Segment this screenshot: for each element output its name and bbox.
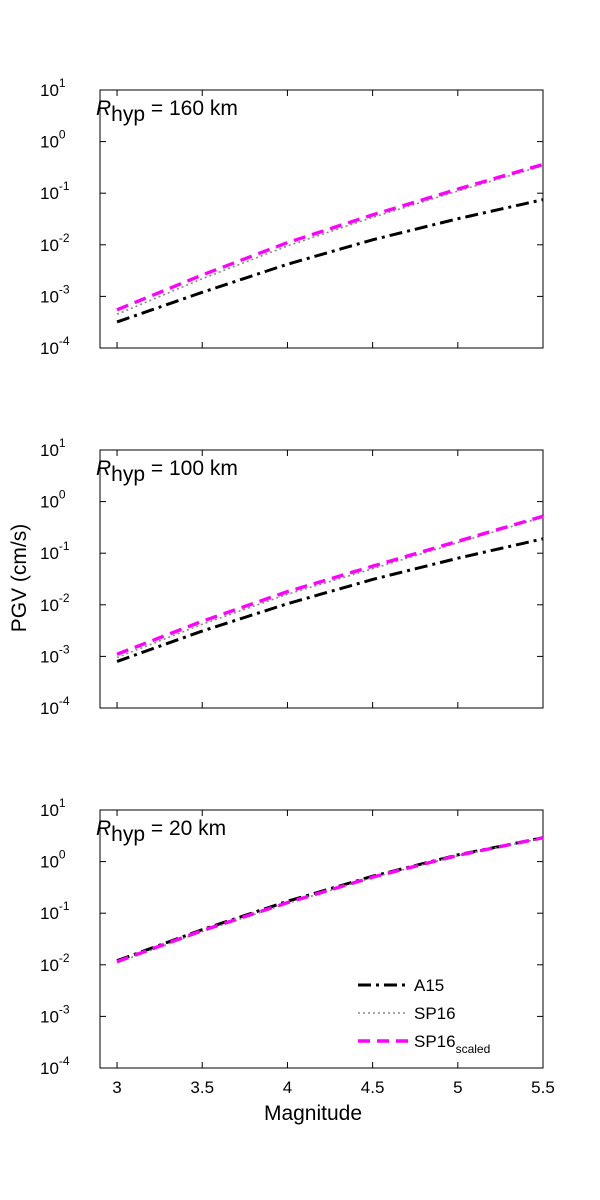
legend-label: A15 [414, 976, 444, 995]
y-axis-label: PGV (cm/s) [8, 524, 31, 633]
y-tick-label-exp: -2 [59, 951, 70, 965]
plot-frame [99, 89, 544, 349]
y-tick-label-base: 10 [40, 287, 59, 306]
panel-title-var: R [96, 817, 111, 840]
series-line-sp16 [116, 165, 544, 316]
legend-label-main: SP16 [414, 1032, 456, 1051]
x-tick-label: 5.5 [531, 1078, 555, 1097]
legend-label-main: A15 [414, 976, 444, 995]
y-tick-label-base: 10 [40, 133, 59, 152]
y-tick-label: 10-3 [40, 282, 70, 306]
y-tick-label-exp: 1 [59, 796, 66, 810]
panel-title-rest: = 20 km [145, 817, 226, 840]
y-tick-label-base: 10 [40, 647, 59, 666]
panel-title-sub: hyp [111, 463, 145, 486]
series-line-sp16 [116, 516, 544, 659]
panel-title: Rhyp = 100 km [96, 457, 238, 486]
series-line-a15 [116, 198, 544, 324]
panel-title-rest: = 160 km [145, 97, 238, 120]
y-tick-label: 100 [40, 488, 66, 512]
y-tick-label-base: 10 [40, 853, 59, 872]
y-tick-label-base: 10 [40, 544, 59, 563]
y-tick-label-base: 10 [40, 904, 59, 923]
y-tick-label-base: 10 [40, 339, 59, 358]
series-line-a15 [116, 836, 544, 963]
series-line-a15 [116, 537, 544, 663]
y-tick-label-base: 10 [40, 1007, 59, 1026]
plot-frame [99, 449, 544, 709]
x-tick-label: 4.5 [361, 1078, 385, 1097]
legend-label-sub: scaled [456, 1042, 491, 1056]
panel-title-rest: = 100 km [145, 457, 238, 480]
y-tick-label-exp: -3 [59, 282, 70, 296]
x-tick-label: 3 [112, 1078, 121, 1097]
y-tick-label-exp: 1 [59, 76, 66, 90]
y-tick-label-exp: -4 [59, 1054, 70, 1068]
x-tick-label: 5 [453, 1078, 462, 1097]
y-tick-label-base: 10 [40, 81, 59, 100]
x-axis-label: Magnitude [264, 1102, 362, 1125]
y-tick-label-exp: -1 [59, 539, 70, 553]
panel-title: Rhyp = 20 km [96, 817, 226, 846]
panel-title-var: R [96, 457, 111, 480]
y-tick-label-exp: -2 [59, 591, 70, 605]
y-tick-label-base: 10 [40, 236, 59, 255]
y-tick-label: 10-2 [40, 951, 70, 975]
y-tick-label-exp: 0 [59, 848, 66, 862]
y-tick-label-base: 10 [40, 801, 59, 820]
y-tick-label-base: 10 [40, 699, 59, 718]
y-tick-label-exp: 0 [59, 128, 66, 142]
series-line-sp16 [116, 837, 544, 964]
y-tick-label: 10-2 [40, 591, 70, 615]
y-tick-label: 10-4 [40, 334, 70, 358]
y-tick-label: 10-3 [40, 1002, 70, 1026]
y-tick-label-exp: -3 [59, 1002, 70, 1016]
y-tick-label: 10-1 [40, 899, 70, 923]
y-tick-label-exp: 0 [59, 488, 66, 502]
y-tick-label: 100 [40, 128, 66, 152]
y-tick-label-exp: -2 [59, 231, 70, 245]
y-tick-label-exp: -1 [59, 179, 70, 193]
y-tick-label: 10-2 [40, 231, 70, 255]
y-tick-label: 10-3 [40, 642, 70, 666]
y-tick-label-exp: -3 [59, 642, 70, 656]
panel-title-sub: hyp [111, 823, 145, 846]
x-tick-label: 4 [283, 1078, 292, 1097]
series-line-sp16-scaled [116, 162, 544, 312]
panel-title-sub: hyp [111, 103, 145, 126]
x-tick-label: 3.5 [190, 1078, 214, 1097]
y-tick-label-exp: -4 [59, 334, 70, 348]
y-tick-label: 10-1 [40, 179, 70, 203]
legend-label: SP16 [414, 1004, 456, 1023]
y-tick-label-base: 10 [40, 1059, 59, 1078]
series-line-sp16-scaled [116, 836, 544, 964]
panel-title-var: R [96, 97, 111, 120]
y-tick-label: 101 [40, 796, 66, 820]
series-line-sp16-scaled [116, 514, 544, 656]
y-tick-label-exp: 1 [59, 436, 66, 450]
y-tick-label: 10-4 [40, 1054, 70, 1078]
y-tick-label: 10-1 [40, 539, 70, 563]
y-tick-label-base: 10 [40, 441, 59, 460]
y-tick-label: 100 [40, 848, 66, 872]
y-tick-label-base: 10 [40, 956, 59, 975]
y-tick-label: 101 [40, 436, 66, 460]
y-tick-label: 10-4 [40, 694, 70, 718]
y-tick-label-exp: -1 [59, 899, 70, 913]
plot-frame [99, 809, 544, 1069]
y-tick-label-base: 10 [40, 596, 59, 615]
y-tick-label: 101 [40, 76, 66, 100]
y-tick-label-exp: -4 [59, 694, 70, 708]
y-tick-label-base: 10 [40, 493, 59, 512]
panel-title: Rhyp = 160 km [96, 97, 238, 126]
y-tick-label-base: 10 [40, 184, 59, 203]
legend-label-main: SP16 [414, 1004, 456, 1023]
legend-label: SP16scaled [414, 1032, 490, 1056]
